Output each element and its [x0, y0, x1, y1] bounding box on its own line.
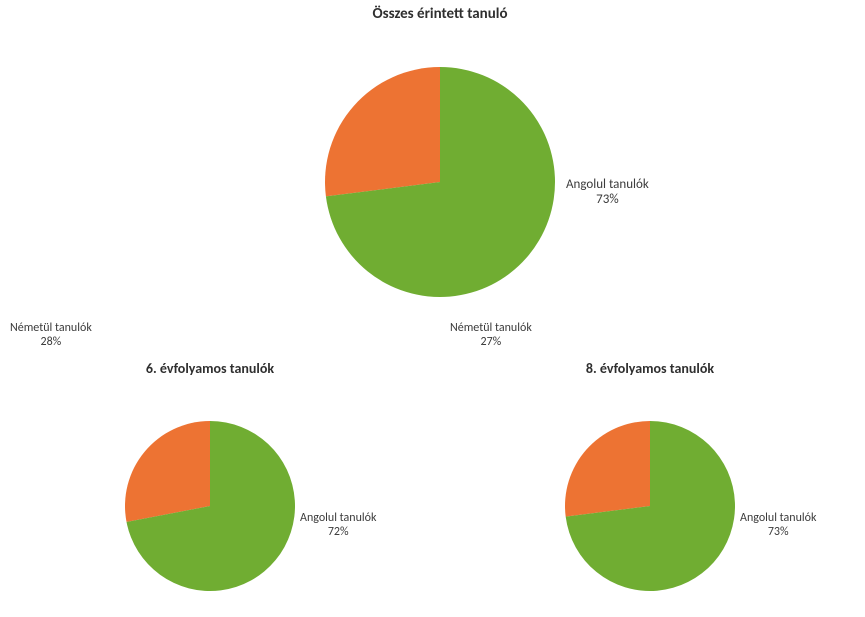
- slice-label-name: Németül tanulók: [10, 321, 92, 335]
- pie-slice-total-0: [325, 67, 440, 196]
- pie-slice-grade8-0: [565, 421, 650, 517]
- chart-panel-grade8: 8. évfolyamos tanulók Németül tanulók 27…: [470, 360, 830, 606]
- pie-svg-grade6: [30, 381, 390, 601]
- chart-title-total: Összes érintett tanuló: [210, 5, 670, 23]
- pie-total: Németül tanulók 27% Angolul tanulók 73%: [210, 27, 670, 312]
- chart-panel-total: Összes érintett tanuló Németül tanulók 2…: [210, 5, 670, 312]
- slice-label-name: Németül tanulók: [450, 321, 532, 335]
- slice-label-pct: 28%: [10, 335, 92, 349]
- pie-grade6: Németül tanulók 28% Angolul tanulók 72%: [30, 381, 390, 606]
- slice-label-pct: 73%: [566, 192, 649, 207]
- slice-label-name: Angolul tanulók: [566, 177, 649, 192]
- slice-label-pct: 72%: [300, 525, 376, 539]
- pie-slice-grade6-0: [125, 421, 210, 522]
- pie-grade8: Németül tanulók 27% Angolul tanulók 73%: [470, 381, 830, 606]
- chart-panel-grade6: 6. évfolyamos tanulók Németül tanulók 28…: [30, 360, 390, 606]
- chart-title-grade6: 6. évfolyamos tanulók: [30, 360, 390, 377]
- slice-label-total-1: Angolul tanulók 73%: [566, 177, 649, 207]
- slice-label-pct: 73%: [740, 525, 816, 539]
- slice-label-name: Angolul tanulók: [300, 511, 376, 525]
- slice-label-pct: 27%: [450, 335, 532, 349]
- pie-svg-grade8: [470, 381, 830, 601]
- slice-label-grade6-1: Angolul tanulók 72%: [300, 511, 376, 539]
- slice-label-grade8-0: Németül tanulók 27%: [450, 321, 532, 349]
- slice-label-name: Angolul tanulók: [740, 511, 816, 525]
- slice-label-grade6-0: Németül tanulók 28%: [10, 321, 92, 349]
- chart-title-grade8: 8. évfolyamos tanulók: [470, 360, 830, 377]
- slice-label-grade8-1: Angolul tanulók 73%: [740, 511, 816, 539]
- pie-svg-total: [210, 27, 670, 307]
